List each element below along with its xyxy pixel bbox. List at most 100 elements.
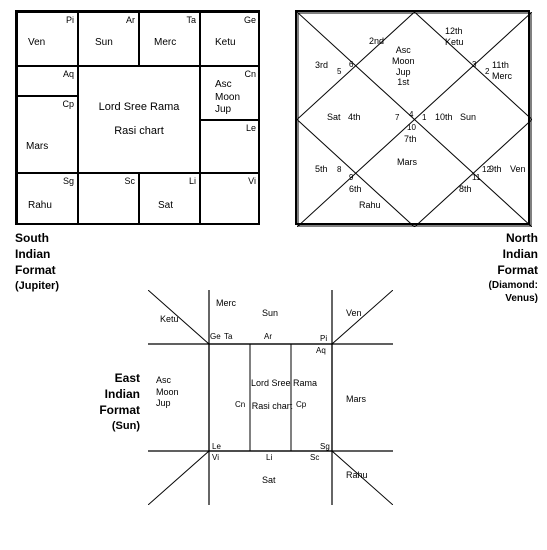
sign-label: Li <box>189 176 196 186</box>
ni-house-12: 12th Ketu <box>445 26 464 49</box>
center-title: Lord Sree Rama <box>99 101 180 114</box>
sign-label: Pi <box>66 15 74 25</box>
caption-line: (Diamond: <box>489 280 538 291</box>
planet-label: Merc <box>216 298 236 308</box>
ni-num: 6 <box>349 60 353 69</box>
north-caption: North Indian Format (Diamond: Venus) <box>478 230 538 306</box>
caption-line: North <box>506 231 538 245</box>
si-center: Lord Sree Rama Rasi chart <box>78 66 200 173</box>
si-cell-vi: Vi <box>200 173 260 225</box>
caption-line: Format <box>99 403 140 417</box>
si-cell-cp: Cp Mars <box>17 96 78 173</box>
sign-label: Pi <box>320 334 327 343</box>
ni-house-4: Sat 4th <box>327 112 361 122</box>
sign-label: Vi <box>248 176 256 186</box>
sign-label: Li <box>266 453 272 462</box>
planet-label: Sat <box>158 200 173 211</box>
south-indian-chart: Pi Ven Ar Sun Ta Merc Ge Ketu Aq Cn Asc … <box>15 10 260 225</box>
ni-house-7: Mars <box>397 157 417 167</box>
sign-label: Aq <box>316 346 326 355</box>
planet-label: Ven <box>346 308 362 318</box>
ni-num: 5 <box>337 67 341 76</box>
si-cell-cn: Cn Asc Moon Jup <box>200 66 260 120</box>
north-indian-chart: Asc Moon Jup 1st 2nd 3rd Sat 4th 5th 6th… <box>295 10 530 225</box>
planet-label: Asc Moon Jup <box>156 375 179 410</box>
planet-label: Merc <box>154 37 176 48</box>
caption-line: Indian <box>15 247 50 261</box>
center-subtitle: Rasi chart <box>114 125 164 138</box>
ei-center: Lord Sree Rama Rasi chart <box>251 378 293 413</box>
planet-label: Asc Moon Jup <box>215 79 240 117</box>
si-cell-li: Li Sat <box>139 173 200 225</box>
sign-label: Ge <box>210 332 221 341</box>
caption-line: Venus) <box>505 293 538 304</box>
ni-num: 3 <box>472 60 476 69</box>
planet-label: Mars <box>346 394 366 404</box>
south-caption: South Indian Format (Jupiter) <box>15 230 59 293</box>
east-indian-chart: Lord Sree Rama Rasi chart Ar Sun Ta Merc… <box>148 290 393 505</box>
ni-house-5: 5th <box>315 164 328 174</box>
sign-label: Ta <box>186 15 196 25</box>
sign-label: Cn <box>235 400 245 409</box>
sign-label: Ar <box>264 332 272 341</box>
east-caption: East Indian Format (Sun) <box>85 370 140 433</box>
ni-house-2: 2nd <box>369 36 384 46</box>
sign-label: Sg <box>63 176 74 186</box>
sign-label: Ta <box>224 332 232 341</box>
caption-line: South <box>15 231 49 245</box>
caption-line: Format <box>497 263 538 277</box>
center-title: Lord Sree Rama <box>251 378 317 388</box>
planet-label: Sat <box>262 475 276 485</box>
ni-house-7-lbl: 7th <box>404 134 417 144</box>
sign-label: Cp <box>62 99 74 109</box>
ni-num: 1 <box>422 113 426 122</box>
sign-label: Sc <box>124 176 135 186</box>
center-subtitle: Rasi chart <box>252 401 293 411</box>
caption-line: East <box>115 371 140 385</box>
si-cell-sc: Sc <box>78 173 139 225</box>
planet-label: Ketu <box>215 37 236 48</box>
sign-label: Aq <box>63 69 74 79</box>
sign-label: Le <box>246 123 256 133</box>
caption-line: Format <box>15 263 56 277</box>
sign-label: Vi <box>212 453 219 462</box>
ni-house-1: Asc Moon Jup 1st <box>392 45 415 88</box>
planet-label: Ven <box>28 37 45 48</box>
si-cell-aq: Aq <box>17 66 78 96</box>
sign-label: Cn <box>244 69 256 79</box>
caption-line: Indian <box>503 247 538 261</box>
planet-label: Sun <box>262 308 278 318</box>
ni-house-11: 11th Merc <box>492 60 512 83</box>
ni-house-8: 8th <box>459 184 472 194</box>
planet-label: Ketu <box>160 314 179 324</box>
planet-label: Mars <box>26 141 48 152</box>
caption-line: Indian <box>105 387 140 401</box>
planet-label: Rahu <box>346 470 368 480</box>
sign-label: Sg <box>320 442 330 451</box>
ni-num: 10 <box>407 123 416 132</box>
ni-num: 8 <box>337 165 341 174</box>
caption-line: (Sun) <box>112 420 140 432</box>
sign-label: Ge <box>244 15 256 25</box>
planet-label: Rahu <box>28 200 52 211</box>
ni-house-3: 3rd <box>315 60 328 70</box>
ni-num: 2 <box>485 67 489 76</box>
ni-house-10: 10th Sun <box>435 112 476 122</box>
sign-label: Ar <box>126 15 135 25</box>
si-cell-ge: Ge Ketu <box>200 12 260 66</box>
ni-num: 7 <box>395 113 399 122</box>
sign-label: Le <box>212 442 221 451</box>
si-cell-ar: Ar Sun <box>78 12 139 66</box>
caption-line: (Jupiter) <box>15 280 59 292</box>
sign-label: Cp <box>296 400 306 409</box>
si-cell-pi: Pi Ven <box>17 12 78 66</box>
ni-num: 4 <box>409 110 413 119</box>
ni-house-6: 6th <box>349 184 362 194</box>
ni-num: 11 <box>472 173 480 182</box>
si-cell-le: Le <box>200 120 260 173</box>
sign-label: Sc <box>310 453 319 462</box>
si-cell-ta: Ta Merc <box>139 12 200 66</box>
planet-label: Sun <box>95 37 113 48</box>
ni-num: 12 <box>482 165 491 174</box>
ni-house-9-planet: Ven <box>510 164 526 174</box>
